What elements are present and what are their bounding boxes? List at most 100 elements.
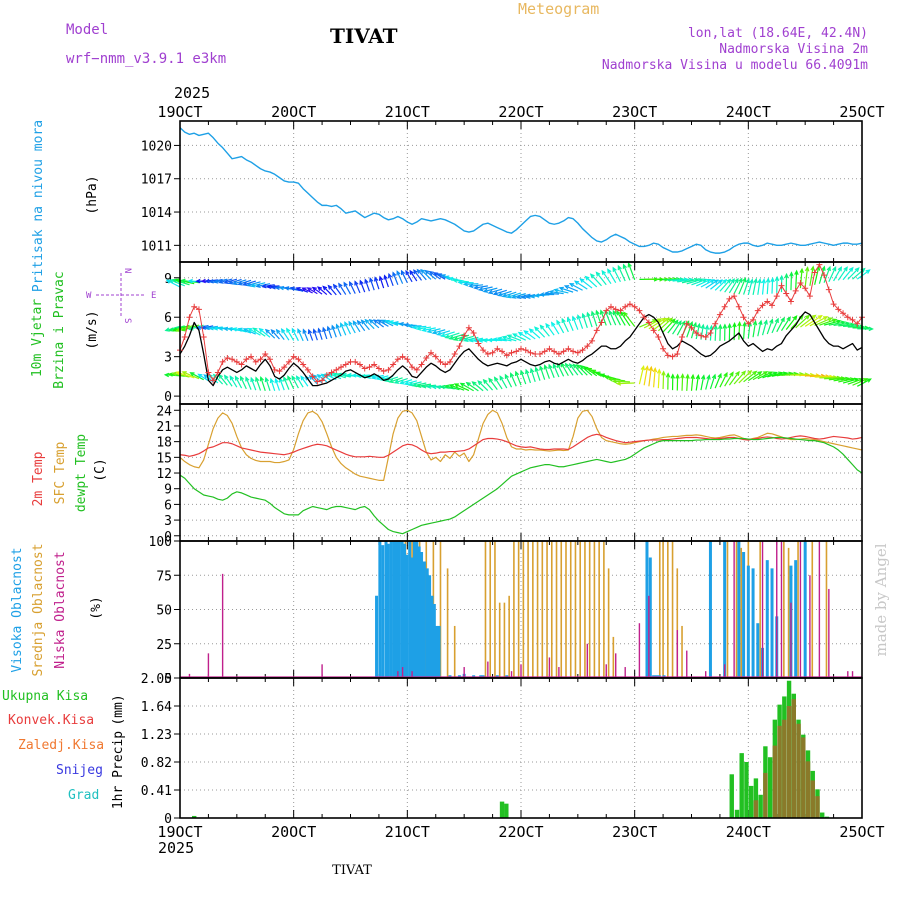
wind-gust-marker: [252, 358, 259, 365]
y-tick-label: 15: [156, 451, 172, 466]
y-tick-label: 100: [149, 535, 172, 550]
wind-arrow: [601, 270, 612, 285]
wind-arrow: [580, 365, 593, 376]
wind-arrow: [728, 278, 739, 294]
x-tick-label-bottom: 25OCT: [839, 823, 884, 841]
wind-arrow: [567, 317, 574, 331]
wind-arrow: [681, 374, 684, 391]
pressure-units: (hPa): [85, 175, 100, 214]
wind-arrow: [525, 369, 532, 384]
wind-arrow: [261, 283, 267, 289]
y-tick-label: 0: [164, 812, 172, 827]
wind-arrow: [833, 267, 842, 282]
wind-gust-marker: [371, 361, 378, 368]
wind-arrow: [794, 269, 799, 275]
wind-arrow: [424, 269, 430, 275]
wind-arrow: [182, 371, 200, 380]
wind-arrow: [286, 328, 295, 341]
wind-arrow: [376, 319, 383, 324]
wind-gust-marker: [825, 286, 832, 293]
wind-arrow: [317, 286, 328, 296]
wind-arrow: [322, 327, 328, 340]
wind-arrow: [717, 323, 723, 330]
wind-arrow: [608, 378, 626, 382]
wind-arrow: [469, 284, 484, 287]
wind-arrow: [169, 279, 185, 287]
wind-arrow: [270, 329, 276, 335]
wind-arrow: [780, 316, 785, 322]
temp-units: (C): [93, 458, 108, 481]
wind-arrow: [640, 365, 646, 371]
wind-arrow: [799, 267, 804, 274]
wind-arrow: [466, 382, 479, 392]
model-name: wrf−nmm_v3.9.1 e3km: [66, 51, 226, 67]
wind-arrow: [501, 335, 507, 340]
wind-arrow: [612, 309, 617, 316]
wind-arrow: [539, 325, 550, 337]
wind-arrow: [811, 314, 817, 320]
wind-arrow: [501, 293, 508, 298]
wind-arrow: [400, 269, 406, 276]
wind-arrow: [245, 377, 252, 390]
wind-gust-marker: [584, 343, 591, 350]
wind-gust-marker: [660, 345, 667, 352]
wind-gust-marker: [726, 295, 733, 302]
wind-arrow: [814, 317, 832, 326]
wind-arrow: [291, 375, 296, 381]
wind-gust-marker: [238, 361, 245, 368]
precip-conv-bar: [786, 706, 792, 818]
wind-arrow: [534, 366, 539, 372]
wind-arrow: [388, 378, 394, 384]
wind-arrow: [190, 372, 204, 381]
wind-arrow: [296, 287, 309, 293]
wind-arrow: [771, 278, 774, 294]
dewpoint-line: [179, 436, 863, 535]
wind-arrow: [677, 278, 693, 283]
wind-arrow: [169, 325, 185, 332]
wind-arrow: [770, 276, 775, 283]
wind-arrow: [441, 331, 455, 337]
wind-arrow: [586, 311, 591, 317]
wind-arrow: [316, 286, 323, 291]
wind-gust-marker: [787, 298, 794, 305]
wind-arrow: [270, 285, 276, 290]
wind-arrow: [786, 316, 791, 322]
cloud-units: (%): [89, 596, 104, 619]
wind-arrow: [690, 373, 695, 380]
wind-arrow: [482, 338, 488, 343]
precip-label-conv: Konvek.Kisa: [8, 713, 94, 728]
wind-arrow: [553, 288, 559, 293]
wind-arrow: [551, 322, 560, 335]
wind-gust-marker: [205, 369, 212, 376]
wind-arrow: [452, 336, 459, 341]
wind-arrow: [449, 333, 465, 340]
wind-arrow: [607, 268, 612, 274]
wind-arrow: [431, 330, 438, 335]
wind-gust-marker: [622, 303, 629, 310]
wind-arrow: [538, 292, 545, 297]
wind-arrow: [269, 377, 275, 384]
wind-arrow: [752, 279, 757, 295]
wind-arrow: [411, 382, 418, 388]
wind-arrow: [393, 320, 399, 326]
wind-arrow: [454, 383, 470, 392]
wind-arrow: [287, 376, 295, 390]
wind-arrow: [763, 319, 768, 325]
wind-arrow: [662, 318, 676, 333]
wind-arrow: [591, 311, 598, 327]
wind-gust-marker: [612, 306, 619, 313]
wind-arrow: [809, 316, 828, 327]
wind-panel: 0 3 6 9: [164, 262, 863, 405]
wind-arrow: [795, 315, 810, 329]
wind-arrow: [539, 365, 544, 371]
wind-arrow: [735, 370, 740, 376]
wind-arrow: [566, 316, 572, 322]
wind-arrow: [279, 378, 285, 391]
wind-gust-marker: [281, 364, 288, 371]
wind-arrow: [607, 269, 617, 283]
wind-arrow: [312, 287, 323, 295]
wind-arrow: [291, 328, 299, 342]
wind-gust-marker: [636, 307, 643, 314]
wind-arrow: [425, 270, 437, 280]
precip-total-bar: [739, 753, 744, 818]
